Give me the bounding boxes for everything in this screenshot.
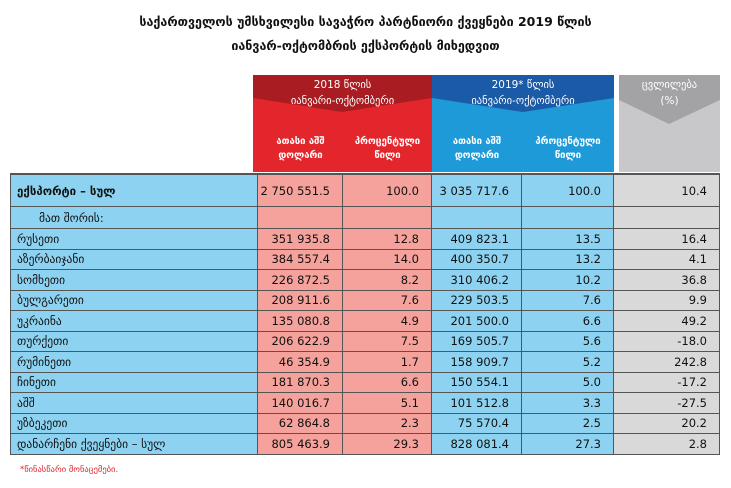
table-cell: 10.2 [522, 270, 614, 291]
footnote: *წინასწარი მონაცემები. [20, 465, 119, 475]
table-cell: 46 354.9 [258, 352, 343, 373]
table-cell: 2.5 [522, 413, 614, 434]
table-cell: 181 870.3 [258, 372, 343, 393]
table-cell: 310 406.2 [432, 270, 522, 291]
table-cell: აშშ [10, 393, 258, 414]
table-cell: 27.3 [522, 434, 614, 455]
table-cell: 7.5 [343, 331, 432, 352]
table-cell: 169 505.7 [432, 331, 522, 352]
table-cell: რუსეთი [10, 229, 258, 250]
group-header: იანვარი-ოქტომბერი [290, 95, 395, 107]
table-cell: 101 512.8 [432, 393, 522, 414]
table-cell: 3.3 [522, 393, 614, 414]
table-cell: 4.9 [343, 311, 432, 332]
table-cell: უკრაინა [10, 311, 258, 332]
table-cell: 100.0 [522, 175, 614, 207]
table-cell: 150 554.1 [432, 372, 522, 393]
table-cell: 8.2 [343, 270, 432, 291]
table-cell: მათ შორის: [10, 207, 258, 229]
table-cell: 10.4 [614, 175, 720, 207]
table-cell: 384 557.4 [258, 249, 343, 270]
table-cell: 62 864.8 [258, 413, 343, 434]
table-cell: 6.6 [522, 311, 614, 332]
table-cell: ექსპორტი – სულ [10, 175, 258, 207]
table-cell: 2 750 551.5 [258, 175, 343, 207]
subheader: პროცენტული წილი [354, 136, 421, 161]
table-cell: -27.5 [614, 393, 720, 414]
title: საქართველოს უმსხვილესი სავაჭრო პარტნიორი… [139, 14, 592, 29]
subheader: ათასი აშშ დოლარი [452, 136, 502, 161]
table-cell: 208 911.6 [258, 290, 343, 311]
table-cell: 206 622.9 [258, 331, 343, 352]
table-cell: აზერბაიჯანი [10, 249, 258, 270]
table-cell: 36.8 [614, 270, 720, 291]
table-cell: 805 463.9 [258, 434, 343, 455]
table-cell: 12.8 [343, 229, 432, 250]
table-cell [432, 207, 522, 229]
table-cell: 201 500.0 [432, 311, 522, 332]
table-cell [614, 207, 720, 229]
table-cell: 2.8 [614, 434, 720, 455]
table-cell: 5.6 [522, 331, 614, 352]
table-cell: 49.2 [614, 311, 720, 332]
table-cell: 828 081.4 [432, 434, 522, 455]
group-header: (%) [660, 95, 679, 107]
table-cell: 16.4 [614, 229, 720, 250]
table-cell: 5.0 [522, 372, 614, 393]
table-cell: 229 503.5 [432, 290, 522, 311]
table-cell: 242.8 [614, 352, 720, 373]
table-cell: ბულგარეთი [10, 290, 258, 311]
table-cell: სომხეთი [10, 270, 258, 291]
table-cell: 14.0 [343, 249, 432, 270]
table-cell: დანარჩენი ქვეყნები – სულ [10, 434, 258, 455]
table-cell: 158 909.7 [432, 352, 522, 373]
table-cell: 7.6 [522, 290, 614, 311]
group-header: ცვლილება [641, 79, 698, 91]
table-cell: -18.0 [614, 331, 720, 352]
table-cell: 1.7 [343, 352, 432, 373]
group-header: 2018 წლის [313, 79, 372, 91]
table-cell: 5.2 [522, 352, 614, 373]
table-cell [522, 207, 614, 229]
table-cell: 9.9 [614, 290, 720, 311]
table-cell: 226 872.5 [258, 270, 343, 291]
table-cell: 100.0 [343, 175, 432, 207]
table-cell: თურქეთი [10, 331, 258, 352]
table-cell: 75 570.4 [432, 413, 522, 434]
table-cell: 2.3 [343, 413, 432, 434]
table-cell: 4.1 [614, 249, 720, 270]
table-cell: 140 016.7 [258, 393, 343, 414]
table-cell: უზბეკეთი [10, 413, 258, 434]
table-cell: 13.5 [522, 229, 614, 250]
table-cell: 135 080.8 [258, 311, 343, 332]
table-cell: 409 823.1 [432, 229, 522, 250]
table-cell: 6.6 [343, 372, 432, 393]
table-cell: რუმინეთი [10, 352, 258, 373]
table-cell: 5.1 [343, 393, 432, 414]
table-cell: 400 350.7 [432, 249, 522, 270]
group-header: იანვარი-ოქტომბერი [471, 95, 575, 107]
subheader: პროცენტული წილი [535, 136, 601, 161]
table-cell: -17.2 [614, 372, 720, 393]
table-cell: 7.6 [343, 290, 432, 311]
table-cell: 13.2 [522, 249, 614, 270]
table-cell [258, 207, 343, 229]
table-cell: 20.2 [614, 413, 720, 434]
subheader: ათასი აშშ დოლარი [276, 136, 325, 161]
table-cell: 3 035 717.6 [432, 175, 522, 207]
table-border [10, 173, 720, 175]
group-header: 2019* წლის [491, 79, 555, 91]
table-cell: 351 935.8 [258, 229, 343, 250]
table-cell: ჩინეთი [10, 372, 258, 393]
table-cell [343, 207, 432, 229]
table-cell: 29.3 [343, 434, 432, 455]
title: იანვარ-ოქტომბრის ექსპორტის მიხედვით [231, 38, 500, 53]
